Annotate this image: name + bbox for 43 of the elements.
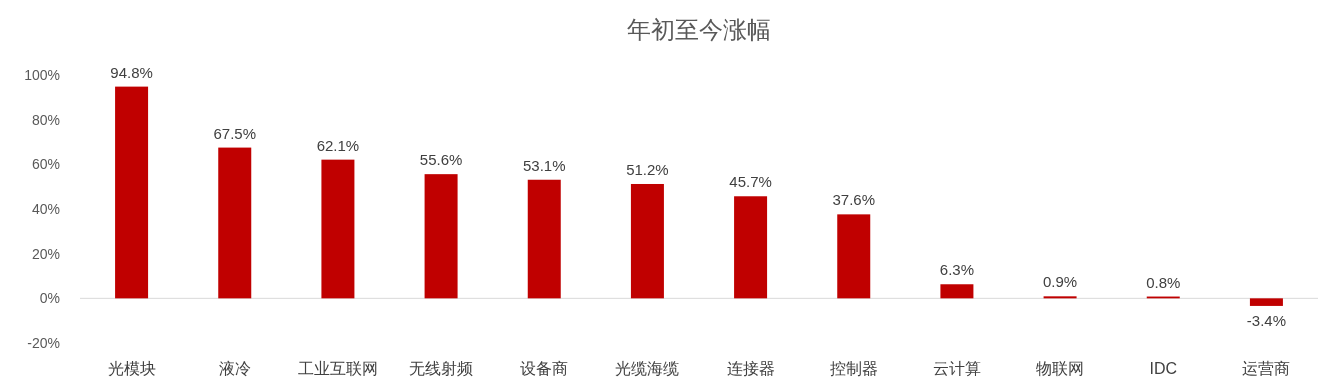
x-tick-label: 运营商 bbox=[1242, 360, 1291, 377]
data-label: 51.2% bbox=[626, 160, 669, 178]
chart-title: 年初至今涨幅 bbox=[627, 16, 771, 43]
x-tick-label: 光模块 bbox=[107, 360, 156, 377]
x-tick-label: 液冷 bbox=[218, 360, 251, 377]
y-tick-label: 80% bbox=[31, 111, 60, 128]
data-label: 94.8% bbox=[110, 63, 153, 81]
y-tick-label: -20% bbox=[27, 335, 60, 351]
bar bbox=[115, 86, 149, 299]
y-tick-label: 60% bbox=[31, 156, 60, 173]
y-tick-label: 40% bbox=[31, 201, 60, 217]
bar bbox=[630, 183, 664, 299]
y-tick-label: 20% bbox=[31, 245, 60, 262]
data-label: 55.6% bbox=[419, 151, 463, 169]
data-label: 45.7% bbox=[729, 173, 772, 191]
data-label: 6.3% bbox=[939, 261, 975, 279]
x-tick-label: 控制器 bbox=[829, 360, 878, 377]
data-label: 0.8% bbox=[1146, 273, 1181, 291]
x-tick-label: 连接器 bbox=[726, 360, 775, 377]
bar bbox=[218, 147, 252, 299]
data-label: -3.4% bbox=[1246, 311, 1287, 329]
data-label: 67.5% bbox=[213, 124, 257, 142]
x-tick-label: 工业互联网 bbox=[297, 360, 378, 377]
y-tick-label: 0% bbox=[39, 290, 60, 307]
bar bbox=[321, 159, 355, 299]
bar bbox=[734, 196, 768, 299]
bar bbox=[837, 214, 871, 299]
bar bbox=[424, 174, 458, 299]
bar bbox=[1249, 298, 1283, 306]
x-tick-label: IDC bbox=[1149, 360, 1178, 377]
x-tick-label: 光缆海缆 bbox=[615, 360, 680, 377]
x-tick-label: 设备商 bbox=[520, 360, 569, 377]
data-label: 53.1% bbox=[522, 156, 566, 174]
bar bbox=[1043, 296, 1077, 299]
x-tick-label: 物联网 bbox=[1036, 360, 1085, 377]
data-label: 37.6% bbox=[832, 191, 876, 209]
x-tick-label: 云计算 bbox=[932, 360, 981, 377]
data-label: 62.1% bbox=[316, 136, 360, 154]
y-tick-label: 100% bbox=[24, 67, 60, 83]
x-tick-label: 无线射频 bbox=[409, 360, 474, 377]
data-label: 0.9% bbox=[1042, 273, 1078, 291]
bar bbox=[527, 179, 561, 299]
bar bbox=[940, 284, 974, 299]
